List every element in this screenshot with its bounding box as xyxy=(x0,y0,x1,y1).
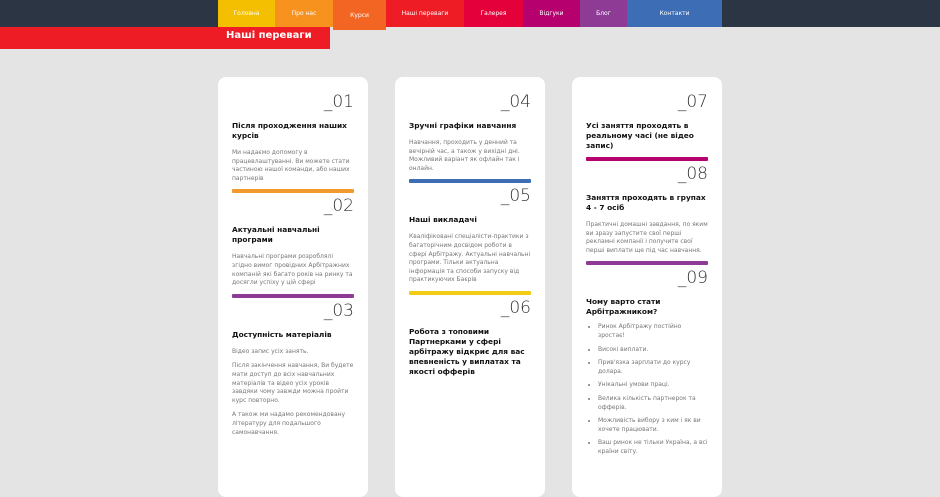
item-title: Після проходження наших курсів xyxy=(232,121,347,140)
nav-item[interactable]: Головна xyxy=(218,0,275,27)
section-banner: Наші переваги xyxy=(0,27,330,49)
item-number: _02 xyxy=(323,196,354,217)
item-title: Наші викладачі xyxy=(409,215,477,225)
item-text: Навчальні програми розроблялі згідно вим… xyxy=(232,253,353,287)
divider-bar xyxy=(232,293,354,298)
reasons-list: Ринок Арбітражу постійно зростає! Високі … xyxy=(586,323,708,456)
item-number: _04 xyxy=(500,92,531,112)
nav-item[interactable]: Про нас xyxy=(275,0,333,27)
item-text: Відео запис усіх занять. xyxy=(232,347,309,355)
list-item: Велика кількість партнерок та офферів. xyxy=(598,395,708,412)
advantage-item: _02 Актуальні навчальні програми Навчальн… xyxy=(232,196,354,298)
divider-bar xyxy=(232,189,354,194)
item-text: Практичні домашні завдання, по яким ви з… xyxy=(586,221,708,254)
item-number: _07 xyxy=(677,92,708,112)
nav-item[interactable]: Відгуки xyxy=(523,0,580,27)
advantage-item: _03 Доступність матеріалів Відео запис ус… xyxy=(232,302,354,437)
nav-item[interactable]: Наші переваги xyxy=(386,0,464,27)
item-text: Навчання, проходить у денний та вечірній… xyxy=(409,139,520,172)
list-item: Унікальні умови праці. xyxy=(598,381,708,390)
item-title: Заняття проходять в групах 4 - 7 осіб xyxy=(586,193,706,212)
advantage-item: _07 Усі заняття проходять в реальному ча… xyxy=(586,93,708,161)
nav-item[interactable]: Контакти xyxy=(627,0,722,27)
advantage-item: _05 Наші викладачі Кваліфіковані спеціалі… xyxy=(409,187,531,295)
main-nav: Головна Про нас Курси Наші переваги Галерея В… xyxy=(218,0,722,30)
page-title: Наші переваги xyxy=(226,30,312,41)
item-text: Ми надаємо допомогу в працевлаштуванні. … xyxy=(232,149,350,182)
item-number: _06 xyxy=(500,297,531,318)
advantage-item: _09 Чому варто стати Арбітражником? Ринок… xyxy=(586,269,708,456)
item-number: _05 xyxy=(500,186,531,207)
advantages-card: _04 Зручні графіки навчання Навчання, про… xyxy=(395,77,545,497)
item-text: Після закінчення навчання, Ви будете мат… xyxy=(232,362,354,404)
nav-item[interactable]: Курси xyxy=(333,0,386,30)
item-number: _09 xyxy=(677,268,708,289)
divider-bar xyxy=(586,157,708,161)
advantage-item: _01 Після проходження наших курсів Ми над… xyxy=(232,92,354,194)
advantages-card: _07 Усі заняття проходять в реальному ча… xyxy=(572,77,722,497)
advantage-item: _06 Робота з топовими Партнерками у сфер… xyxy=(409,299,531,377)
item-number: _08 xyxy=(677,164,708,184)
divider-bar xyxy=(409,290,531,295)
list-item: Прив'язка зарплати до курсу долара. xyxy=(598,359,708,376)
list-item: Ринок Арбітражу постійно зростає! xyxy=(598,323,708,340)
item-text: Кваліфіковані спеціалісти-практики з баг… xyxy=(409,233,531,284)
item-title: Зручні графіки навчання xyxy=(409,121,517,130)
item-title: Чому варто стати Арбітражником? xyxy=(586,297,661,317)
item-title: Робота з топовими Партнерками у сфері ар… xyxy=(409,326,525,376)
list-item: Можливість вибору з ким і як ви хочете п… xyxy=(598,417,708,434)
nav-item[interactable]: Блог xyxy=(580,0,627,27)
item-number: _01 xyxy=(323,92,354,112)
divider-bar xyxy=(586,261,708,266)
advantage-item: _04 Зручні графіки навчання Навчання, про… xyxy=(409,92,531,184)
item-number: _03 xyxy=(323,300,354,321)
advantages-card: _01 Після проходження наших курсів Ми над… xyxy=(218,77,368,497)
item-text: А також ми надамо рекомендовану літерату… xyxy=(232,411,346,436)
item-title: Доступність матеріалів xyxy=(232,329,332,339)
item-title: Усі заняття проходять в реальному часі (… xyxy=(586,121,694,150)
nav-item[interactable]: Галерея xyxy=(464,0,523,27)
list-item: Ваш ринок не тільки Україна, а всі країн… xyxy=(598,439,708,456)
divider-bar xyxy=(409,179,531,184)
advantage-item: _08 Заняття проходять в групах 4 - 7 осі… xyxy=(586,164,708,266)
list-item: Високі виплати. xyxy=(598,346,708,355)
item-title: Актуальні навчальні програми xyxy=(232,225,320,245)
